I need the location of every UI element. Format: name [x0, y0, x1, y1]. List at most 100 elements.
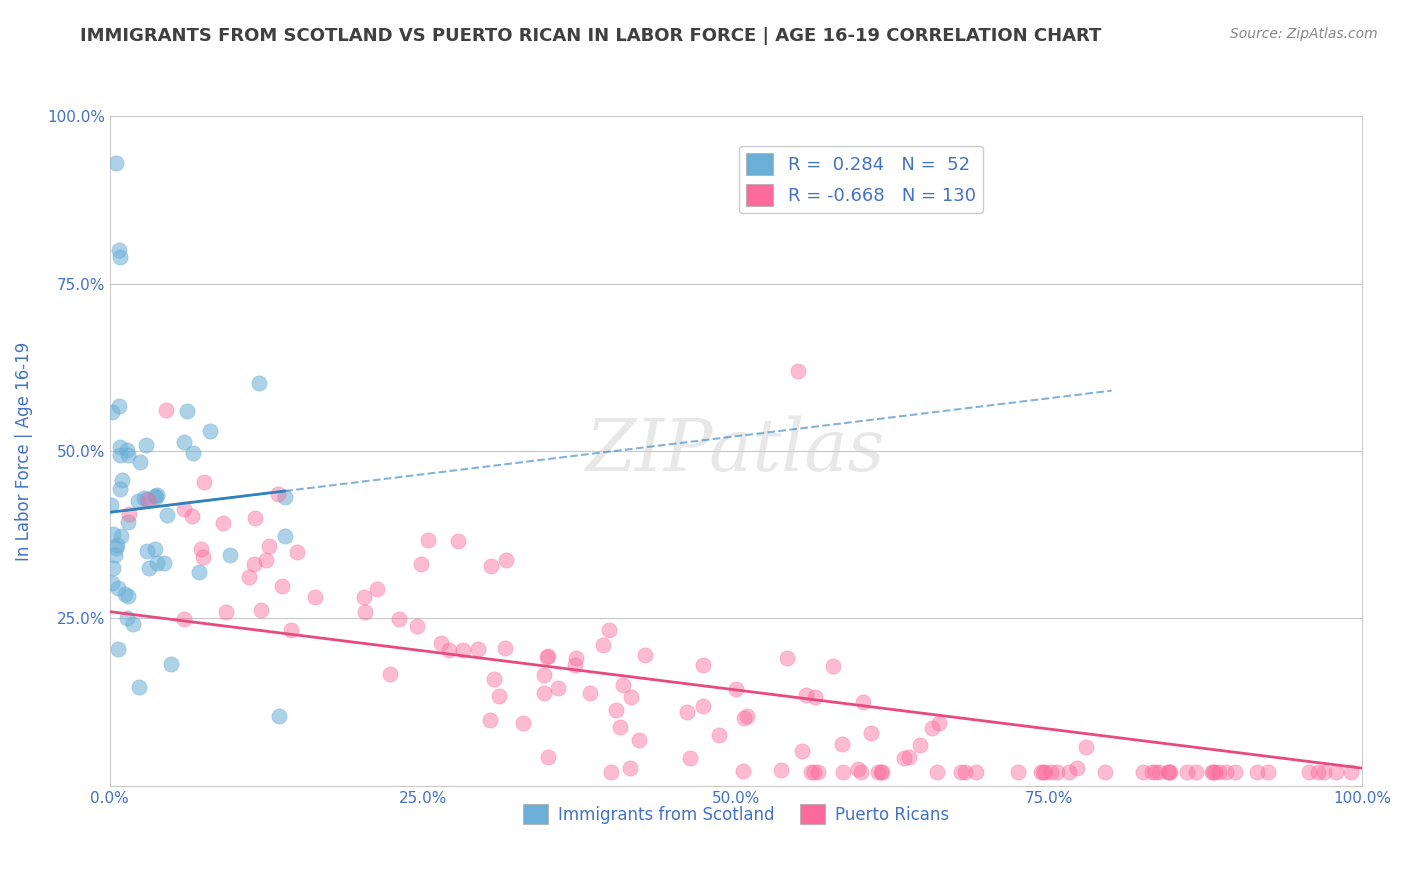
Point: [1035, 765, 1057, 780]
Point: [1132, 765, 1154, 780]
Point: [735, 709, 758, 723]
Point: [254, 553, 277, 567]
Point: [852, 695, 875, 709]
Point: [135, 438, 157, 452]
Point: [181, 509, 204, 524]
Point: [807, 765, 830, 780]
Point: [114, 587, 136, 601]
Point: [547, 681, 569, 695]
Point: [173, 612, 195, 626]
Point: [107, 641, 129, 656]
Point: [1257, 765, 1279, 780]
Point: [1046, 765, 1069, 780]
Point: [1201, 765, 1223, 780]
Point: [893, 751, 915, 765]
Point: [533, 668, 555, 682]
Point: [366, 582, 388, 596]
Point: [733, 711, 755, 725]
Point: [416, 533, 439, 547]
Point: [176, 404, 198, 418]
Point: [1204, 765, 1226, 780]
Point: [949, 765, 972, 780]
Point: [1225, 765, 1247, 780]
Point: [354, 605, 377, 619]
Point: [108, 482, 131, 496]
Point: [153, 557, 176, 571]
Point: [105, 541, 128, 555]
Point: [1057, 765, 1080, 780]
Point: [107, 244, 129, 258]
Point: [104, 548, 127, 562]
Point: [1039, 765, 1062, 780]
Point: [794, 688, 817, 702]
Point: [478, 713, 501, 727]
Point: [1175, 765, 1198, 780]
Point: [536, 650, 558, 665]
Point: [620, 690, 643, 704]
Point: [451, 643, 474, 657]
Point: [676, 705, 699, 719]
Point: [129, 454, 152, 468]
Point: [1140, 765, 1163, 780]
Text: ZIPatlas: ZIPatlas: [586, 416, 886, 486]
Point: [1313, 765, 1336, 780]
Point: [870, 765, 893, 780]
Y-axis label: In Labor Force | Age 16-19: In Labor Force | Age 16-19: [15, 342, 32, 561]
Point: [804, 690, 827, 704]
Point: [388, 612, 411, 626]
Point: [143, 489, 166, 503]
Point: [927, 765, 949, 780]
Point: [634, 648, 657, 662]
Point: [908, 738, 931, 752]
Point: [628, 732, 651, 747]
Point: [406, 619, 429, 633]
Point: [1144, 765, 1167, 780]
Point: [709, 728, 731, 742]
Point: [776, 651, 799, 665]
Point: [1298, 765, 1320, 780]
Point: [267, 487, 290, 501]
Point: [831, 737, 853, 751]
Point: [488, 689, 510, 703]
Point: [117, 515, 139, 529]
Point: [1029, 765, 1052, 780]
Point: [193, 475, 215, 490]
Point: [692, 658, 714, 673]
Legend: Immigrants from Scotland, Puerto Ricans: Immigrants from Scotland, Puerto Ricans: [516, 797, 955, 831]
Point: [479, 559, 502, 574]
Point: [121, 617, 143, 632]
Point: [117, 448, 139, 462]
Point: [101, 561, 124, 575]
Point: [619, 761, 641, 775]
Point: [257, 539, 280, 553]
Point: [565, 650, 588, 665]
Point: [598, 623, 620, 637]
Point: [1094, 765, 1116, 780]
Point: [512, 715, 534, 730]
Point: [212, 516, 235, 530]
Point: [219, 548, 242, 562]
Point: [1007, 765, 1029, 780]
Point: [271, 579, 294, 593]
Point: [953, 765, 976, 780]
Point: [273, 490, 295, 504]
Text: IMMIGRANTS FROM SCOTLAND VS PUERTO RICAN IN LABOR FORCE | AGE 16-19 CORRELATION : IMMIGRANTS FROM SCOTLAND VS PUERTO RICAN…: [80, 27, 1101, 45]
Point: [409, 558, 432, 572]
Point: [679, 751, 702, 765]
Point: [437, 642, 460, 657]
Point: [592, 638, 614, 652]
Point: [1157, 765, 1180, 780]
Point: [921, 721, 943, 735]
Point: [274, 529, 297, 543]
Point: [579, 686, 602, 700]
Point: [803, 765, 825, 780]
Point: [238, 570, 260, 584]
Point: [173, 502, 195, 516]
Point: [101, 526, 124, 541]
Point: [1201, 765, 1223, 780]
Point: [247, 376, 270, 391]
Point: [1306, 765, 1329, 780]
Point: [1246, 765, 1268, 780]
Point: [108, 448, 131, 462]
Point: [609, 720, 631, 734]
